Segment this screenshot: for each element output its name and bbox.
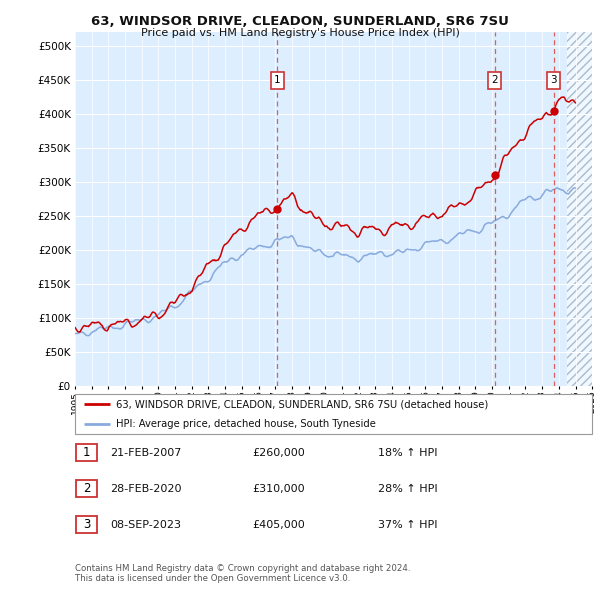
Text: 37% ↑ HPI: 37% ↑ HPI xyxy=(378,520,437,529)
Text: 28% ↑ HPI: 28% ↑ HPI xyxy=(378,484,437,493)
Bar xyxy=(567,32,592,386)
FancyBboxPatch shape xyxy=(75,394,592,434)
FancyBboxPatch shape xyxy=(76,444,97,461)
Text: 08-SEP-2023: 08-SEP-2023 xyxy=(110,520,181,529)
Text: 63, WINDSOR DRIVE, CLEADON, SUNDERLAND, SR6 7SU (detached house): 63, WINDSOR DRIVE, CLEADON, SUNDERLAND, … xyxy=(116,399,488,409)
Text: 3: 3 xyxy=(83,518,90,531)
FancyBboxPatch shape xyxy=(76,516,97,533)
Text: £260,000: £260,000 xyxy=(252,448,305,457)
Text: 2: 2 xyxy=(83,482,90,495)
FancyBboxPatch shape xyxy=(76,480,97,497)
Text: HPI: Average price, detached house, South Tyneside: HPI: Average price, detached house, Sout… xyxy=(116,419,376,428)
Text: £405,000: £405,000 xyxy=(252,520,305,529)
Text: 3: 3 xyxy=(550,76,557,85)
Text: 21-FEB-2007: 21-FEB-2007 xyxy=(110,448,181,457)
Bar xyxy=(567,32,592,386)
Text: 1: 1 xyxy=(274,76,281,85)
Text: 28-FEB-2020: 28-FEB-2020 xyxy=(110,484,181,493)
Text: Contains HM Land Registry data © Crown copyright and database right 2024.
This d: Contains HM Land Registry data © Crown c… xyxy=(75,563,410,583)
Text: 2: 2 xyxy=(491,76,498,85)
Text: Price paid vs. HM Land Registry's House Price Index (HPI): Price paid vs. HM Land Registry's House … xyxy=(140,28,460,38)
Text: 18% ↑ HPI: 18% ↑ HPI xyxy=(378,448,437,457)
Text: 63, WINDSOR DRIVE, CLEADON, SUNDERLAND, SR6 7SU: 63, WINDSOR DRIVE, CLEADON, SUNDERLAND, … xyxy=(91,15,509,28)
Text: £310,000: £310,000 xyxy=(252,484,305,493)
Text: 1: 1 xyxy=(83,446,90,459)
